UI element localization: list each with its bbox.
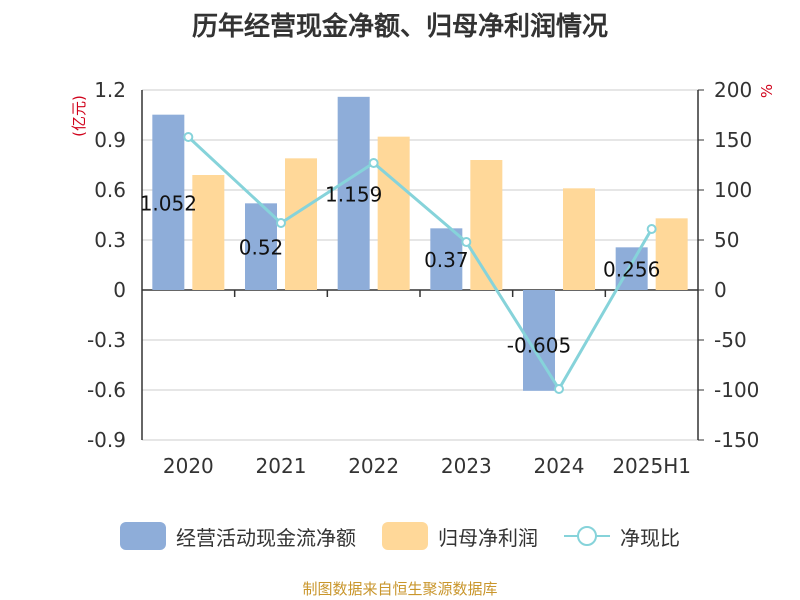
y-left-tick-label: 0.3 <box>94 228 126 252</box>
data-label-cash-flow: 0.256 <box>603 258 660 282</box>
bar-cash-flow <box>430 228 463 290</box>
x-tick-label: 2020 <box>163 454 214 478</box>
data-label-cash-flow: 0.37 <box>424 248 469 272</box>
chart-title: 历年经营现金净额、归母净利润情况 <box>191 12 608 42</box>
legend-label-ratio: 净现比 <box>620 525 680 550</box>
legend-item-cash-flow[interactable]: 经营活动现金流净额 <box>120 522 356 551</box>
y-right-tick-label: 50 <box>714 228 739 252</box>
y-left-unit-label: (亿元) <box>70 95 88 137</box>
legend-swatch-ratio <box>564 522 610 550</box>
bar-net-profit <box>470 160 503 290</box>
point-ratio <box>461 237 472 247</box>
legend-label-cash-flow: 经营活动现金流净额 <box>176 525 356 550</box>
legend-item-net-profit[interactable]: 归母净利润 <box>382 522 538 551</box>
bar-net-profit <box>285 158 317 290</box>
source-note: 制图数据来自恒生聚源数据库 <box>302 580 498 598</box>
y-right-tick-label: 200 <box>714 78 752 102</box>
bar-net-profit <box>192 175 225 290</box>
bar-net-profit <box>377 136 410 290</box>
y-left-tick-label: 0.9 <box>94 128 126 152</box>
x-tick-label: 2025H1 <box>612 454 691 478</box>
y-right-tick-label: -50 <box>714 328 747 352</box>
x-tick-label: 2021 <box>256 454 307 478</box>
y-right-tick-label: -100 <box>714 378 759 402</box>
legend-swatch-net-profit <box>382 522 428 550</box>
legend-swatch-cash-flow <box>120 522 166 550</box>
y-right-unit-label: % <box>758 84 776 98</box>
legend: 经营活动现金流净额 归母净利润 净现比 <box>0 516 800 556</box>
point-ratio <box>554 384 564 394</box>
bar-net-profit <box>655 218 688 290</box>
y-right-tick-label: 150 <box>714 128 752 152</box>
legend-item-ratio[interactable]: 净现比 <box>564 522 680 551</box>
bar-cash-flow <box>152 114 185 291</box>
data-label-cash-flow: 1.052 <box>140 191 197 215</box>
y-left-tick-label: -0.6 <box>87 378 126 402</box>
data-label-cash-flow: 1.159 <box>325 182 382 206</box>
x-tick-label: 2023 <box>441 454 492 478</box>
data-label-cash-flow: 0.52 <box>239 236 284 260</box>
y-left-tick-label: 0 <box>113 278 126 302</box>
y-left-tick-label: 1.2 <box>94 78 126 102</box>
point-ratio <box>368 158 379 168</box>
bar-cash-flow <box>337 96 370 290</box>
y-right-tick-label: 0 <box>714 278 727 302</box>
point-ratio <box>276 218 286 228</box>
y-right-tick-label: 100 <box>714 178 752 202</box>
point-ratio <box>646 224 657 234</box>
y-left-tick-label: -0.3 <box>87 328 126 352</box>
point-ratio <box>183 132 194 142</box>
legend-label-net-profit: 归母净利润 <box>438 525 538 550</box>
line-ratio <box>187 135 653 392</box>
y-left-tick-label: -0.9 <box>87 428 126 452</box>
x-tick-label: 2024 <box>534 454 585 478</box>
bar-cash-flow <box>245 203 277 290</box>
y-left-tick-label: 0.6 <box>94 178 126 202</box>
x-tick-label: 2022 <box>348 454 399 478</box>
data-label-cash-flow: -0.605 <box>507 333 571 357</box>
bar-net-profit <box>563 188 595 290</box>
y-right-tick-label: -150 <box>714 428 759 452</box>
